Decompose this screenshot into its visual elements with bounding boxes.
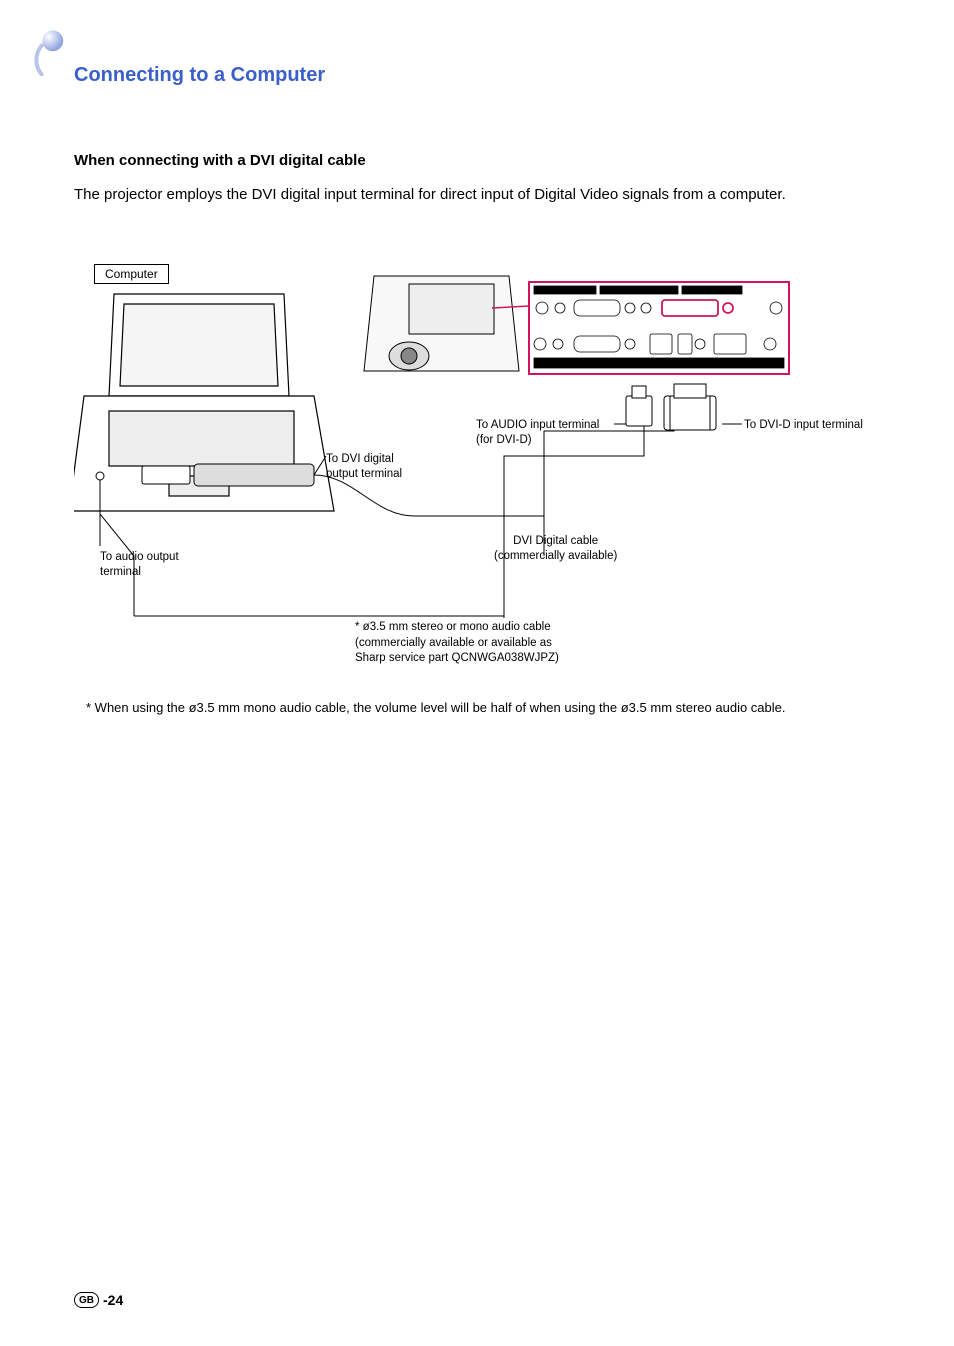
cable-footnote: * ø3.5 mm stereo or mono audio cable (co… — [355, 620, 559, 667]
footer-region-badge: GB — [74, 1292, 99, 1308]
label-audio-output: To audio outputterminal — [100, 550, 179, 580]
section-heading: When connecting with a DVI digital cable — [74, 152, 366, 169]
connection-diagram: Computer To audio outputterminal To DVI … — [74, 256, 880, 676]
computer-label: Computer — [94, 264, 169, 284]
volume-note: * When using the ø3.5 mm mono audio cabl… — [86, 700, 898, 715]
label-dvi-cable: DVI Digital cable(commercially available… — [494, 534, 617, 564]
header-ornament-icon — [32, 28, 80, 76]
label-dvid-input: To DVI-D input terminal — [744, 418, 863, 433]
page-footer: GB -24 — [74, 1292, 123, 1308]
body-text: The projector employs the DVI digital in… — [74, 184, 898, 207]
footer-page-number: -24 — [103, 1292, 123, 1308]
label-audio-input: To AUDIO input terminal(for DVI-D) — [476, 418, 599, 448]
label-dvi-output: To DVI digitaloutput terminal — [326, 452, 402, 482]
page-title: Connecting to a Computer — [74, 64, 325, 87]
